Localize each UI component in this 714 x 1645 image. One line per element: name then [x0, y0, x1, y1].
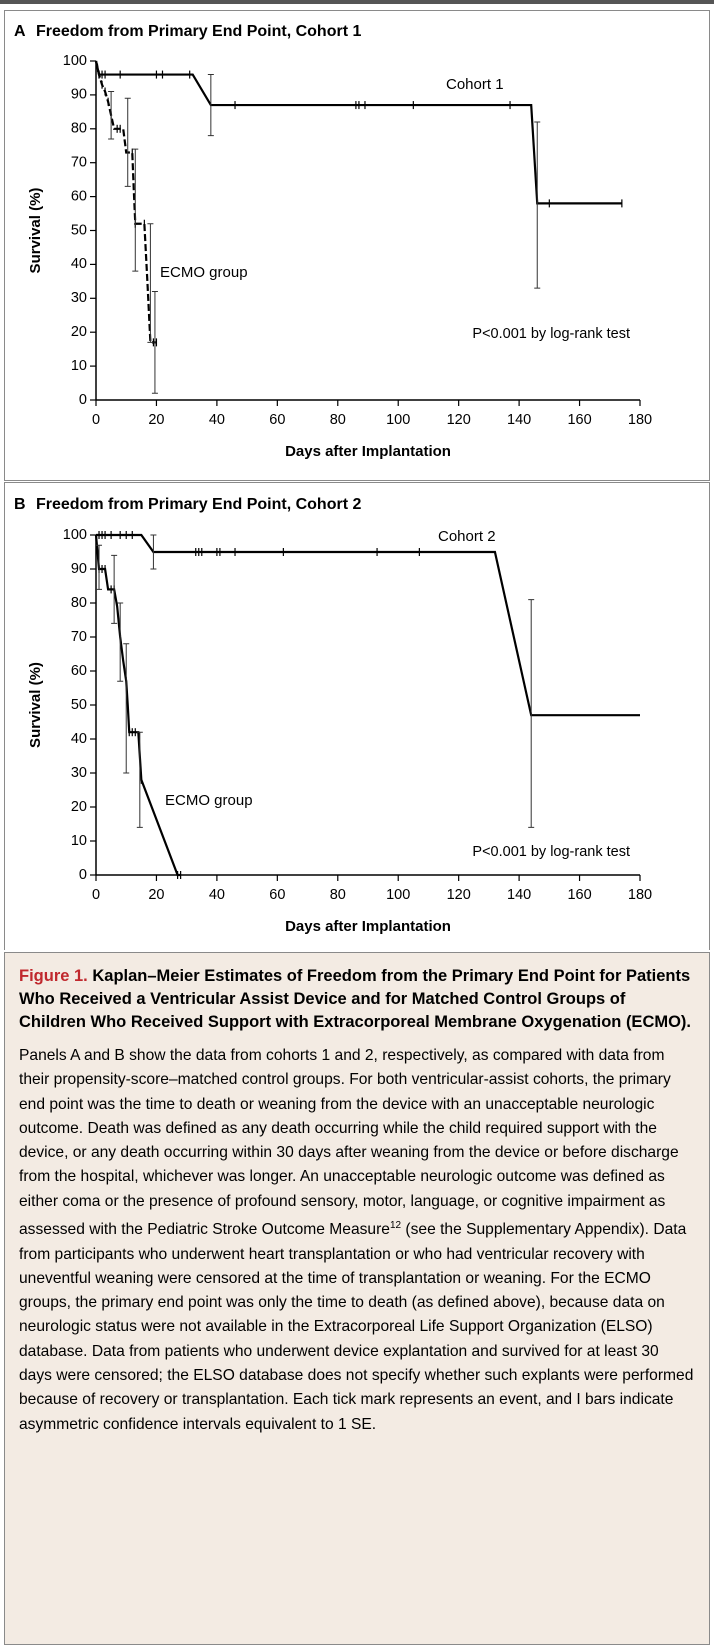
- y-tick-label: 80: [71, 595, 87, 611]
- y-axis-label: Survival (%): [27, 188, 44, 274]
- y-tick-label: 100: [63, 53, 87, 69]
- y-tick-label: 50: [71, 222, 87, 238]
- x-tick-label: 100: [386, 887, 410, 903]
- x-tick-label: 80: [330, 412, 346, 428]
- x-tick-label: 180: [628, 887, 652, 903]
- error-bar: [123, 643, 130, 774]
- panel-letter: A: [14, 23, 26, 40]
- survival-line: [94, 60, 157, 344]
- error-bar: [136, 731, 143, 828]
- error-bar: [96, 544, 103, 590]
- caption-body: Panels A and B show the data from cohort…: [19, 1044, 695, 1437]
- y-tick-label: 40: [71, 731, 87, 747]
- series-label: ECMO group: [165, 792, 253, 809]
- y-tick-label: 20: [71, 799, 87, 815]
- x-tick-label: 40: [209, 887, 225, 903]
- y-tick-label: 30: [71, 290, 87, 306]
- x-tick-label: 0: [92, 887, 100, 903]
- x-tick-label: 100: [386, 412, 410, 428]
- y-tick-label: 20: [71, 324, 87, 340]
- x-tick-label: 80: [330, 887, 346, 903]
- survival-line: [94, 60, 622, 205]
- series-label: ECMO group: [160, 264, 248, 281]
- y-tick-label: 0: [79, 867, 87, 883]
- x-tick-label: 20: [148, 887, 164, 903]
- y-tick-label: 50: [71, 697, 87, 713]
- error-bar: [534, 121, 541, 289]
- chart-title: Freedom from Primary End Point, Cohort 2: [36, 496, 361, 513]
- x-tick-label: 20: [148, 412, 164, 428]
- x-tick-label: 0: [92, 412, 100, 428]
- error-bar: [132, 148, 139, 272]
- figure: A Freedom from Primary End Point, Cohort …: [0, 0, 714, 950]
- top-rule: [0, 0, 714, 4]
- survival-line: [96, 533, 640, 717]
- y-axis-label: Survival (%): [27, 662, 44, 748]
- series-label: Cohort 2: [438, 528, 496, 545]
- y-tick-label: 90: [71, 87, 87, 103]
- error-bar: [147, 223, 154, 343]
- x-tick-label: 180: [628, 412, 652, 428]
- x-tick-label: 160: [567, 887, 591, 903]
- error-bar: [111, 554, 118, 624]
- y-tick-label: 30: [71, 765, 87, 781]
- error-bar: [528, 599, 535, 828]
- caption-text: Panels A and B show the data from cohort…: [19, 1047, 679, 1239]
- x-tick-label: 140: [507, 887, 531, 903]
- error-bar: [108, 91, 115, 140]
- caption-text: (see the Supplementary Appendix). Data f…: [19, 1221, 694, 1433]
- y-tick-label: 80: [71, 121, 87, 137]
- y-tick-label: 40: [71, 256, 87, 272]
- y-tick-label: 60: [71, 188, 87, 204]
- x-tick-label: 60: [269, 887, 285, 903]
- y-tick-label: 70: [71, 155, 87, 171]
- caption-title: Figure 1. Kaplan–Meier Estimates of Free…: [19, 965, 695, 1034]
- x-tick-label: 60: [269, 412, 285, 428]
- y-tick-label: 10: [71, 358, 87, 374]
- panel-letter: B: [14, 496, 26, 513]
- x-tick-label: 160: [567, 412, 591, 428]
- error-bar: [151, 291, 158, 394]
- x-tick-label: 40: [209, 412, 225, 428]
- x-tick-label: 120: [447, 412, 471, 428]
- error-bar: [150, 534, 157, 570]
- reference: 12: [389, 1220, 402, 1232]
- x-tick-label: 120: [447, 887, 471, 903]
- y-tick-label: 0: [79, 392, 87, 408]
- panel-frame: [4, 482, 710, 950]
- caption: Figure 1. Kaplan–Meier Estimates of Free…: [4, 952, 710, 1645]
- error-bar: [124, 97, 131, 187]
- error-bar: [117, 602, 124, 682]
- survival-line: [94, 534, 181, 877]
- panel-frame: [4, 10, 710, 481]
- caption-heading: Kaplan–Meier Estimates of Freedom from t…: [19, 967, 692, 1031]
- y-tick-label: 10: [71, 833, 87, 849]
- x-axis-label: Days after Implantation: [285, 918, 451, 935]
- series-label: Cohort 1: [446, 76, 504, 93]
- annotation: P<0.001 by log-rank test: [472, 844, 630, 860]
- annotation: P<0.001 by log-rank test: [472, 326, 630, 342]
- caption-label: Figure 1.: [19, 967, 88, 985]
- y-tick-label: 70: [71, 629, 87, 645]
- chart-title: Freedom from Primary End Point, Cohort 1: [36, 23, 361, 40]
- error-bar: [207, 74, 214, 137]
- y-tick-label: 60: [71, 663, 87, 679]
- y-tick-label: 90: [71, 561, 87, 577]
- y-tick-label: 100: [63, 527, 87, 543]
- x-axis-label: Days after Implantation: [285, 443, 451, 460]
- x-tick-label: 140: [507, 412, 531, 428]
